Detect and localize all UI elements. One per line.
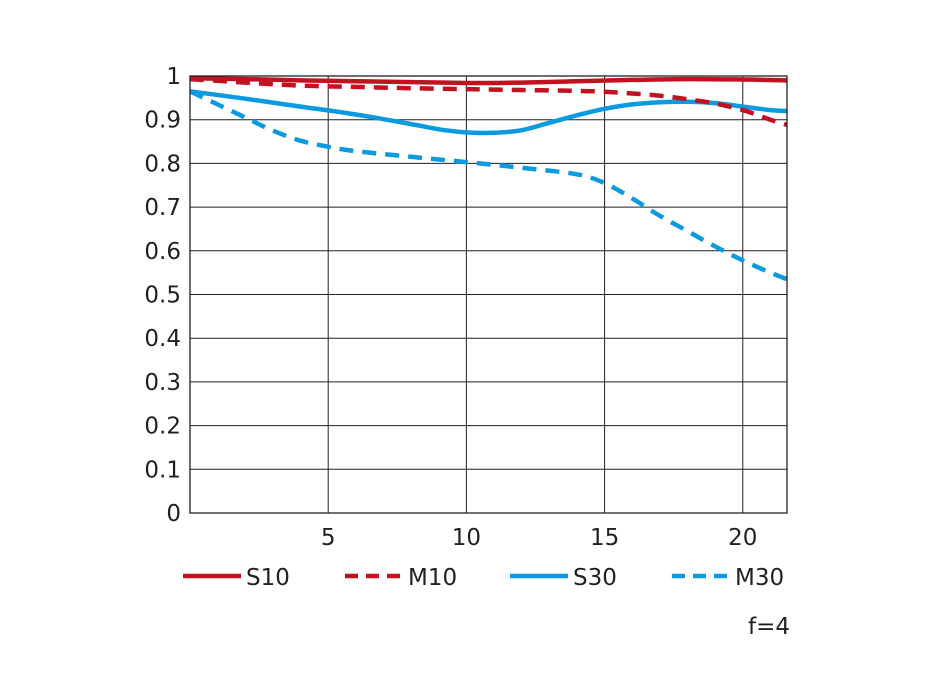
series-line-m10 — [189, 76, 788, 128]
y-tick-label: 0.1 — [144, 457, 181, 483]
x-tick-label: 15 — [590, 525, 619, 551]
legend-label-m10: M10 — [408, 565, 457, 591]
x-tick-label: 10 — [452, 525, 481, 551]
x-tick-label: 5 — [321, 525, 336, 551]
x-tick-label: 20 — [728, 525, 757, 551]
series-lines — [189, 75, 788, 282]
x-axis-ticks: 5 10 15 20 — [321, 525, 758, 551]
y-tick-label: 0 — [166, 501, 181, 527]
aperture-annotation: f=4 — [748, 614, 790, 640]
series-line-s30 — [189, 89, 788, 136]
series-line-s10 — [189, 75, 788, 86]
legend-label-m30: M30 — [735, 565, 784, 591]
y-axis-ticks: 0 0.1 0.2 0.3 0.4 0.5 0.6 0.7 0.8 0.9 1 — [144, 64, 181, 527]
legend-label-s10: S10 — [246, 565, 290, 591]
legend: S10 M10 S30 M30 — [183, 565, 784, 591]
series-line-m30 — [189, 89, 788, 282]
y-tick-label: 0.8 — [144, 151, 181, 177]
y-tick-label: 0.4 — [144, 326, 181, 352]
y-tick-label: 1 — [166, 64, 181, 90]
y-tick-label: 0.2 — [144, 414, 181, 440]
legend-label-s30: S30 — [573, 565, 617, 591]
y-tick-label: 0.7 — [144, 195, 181, 221]
plot-frame — [189, 75, 788, 514]
grid — [190, 75, 787, 514]
y-tick-label: 0.5 — [144, 283, 181, 309]
y-tick-label: 0.9 — [144, 108, 181, 134]
y-tick-label: 0.6 — [144, 239, 181, 265]
y-tick-label: 0.3 — [144, 370, 181, 396]
